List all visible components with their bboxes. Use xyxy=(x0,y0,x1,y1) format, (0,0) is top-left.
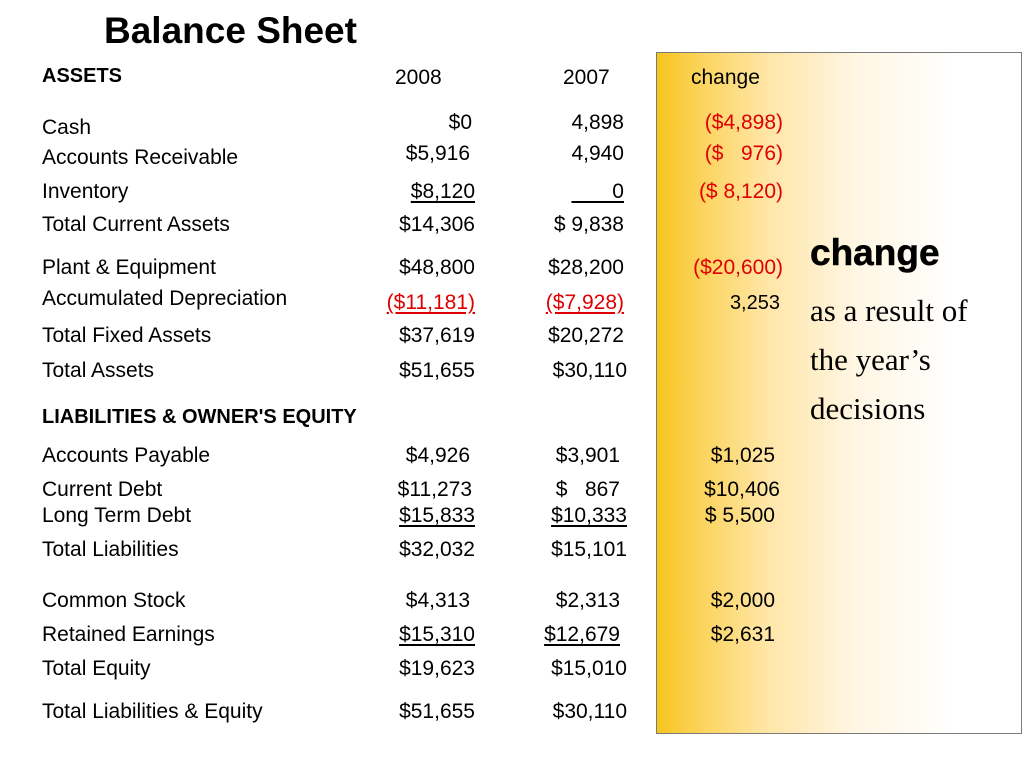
te-2007: $15,010 xyxy=(551,657,627,680)
inventory-change: ($ 8,120) xyxy=(698,180,783,203)
ap-2007: $3,901 xyxy=(555,444,620,467)
row-label-accounts-payable: Accounts Payable xyxy=(42,444,211,467)
ap-2008: $4,926 xyxy=(405,444,470,467)
row-label-long-term-debt: Long Term Debt xyxy=(42,504,192,527)
change-note: as a result of the year’s decisions xyxy=(810,286,1020,433)
ar-2007: 4,940 xyxy=(571,142,624,165)
ad-2007: ($7,928) xyxy=(545,291,624,314)
ad-2008: ($11,181) xyxy=(386,291,475,314)
note-line-1: as a result of xyxy=(810,293,968,328)
ltd-2008: $15,833 xyxy=(399,504,475,527)
row-label-current-debt: Current Debt xyxy=(42,478,163,501)
cd-2008: $11,273 xyxy=(397,478,472,501)
row-label-common-stock: Common Stock xyxy=(42,589,186,612)
row-label-accounts-receivable: Accounts Receivable xyxy=(42,146,239,169)
ltd-2007: $10,333 xyxy=(551,504,627,527)
pe-2008: $48,800 xyxy=(399,256,475,279)
header-change: change xyxy=(691,66,760,89)
row-label-accumulated-depreciation: Accumulated Depreciation xyxy=(42,287,288,310)
ad-change: 3,253 xyxy=(729,292,780,314)
note-line-2: the year’s xyxy=(810,342,931,377)
row-label-plant-equipment: Plant & Equipment xyxy=(42,256,216,279)
inventory-2007: 0 xyxy=(571,180,624,203)
cs-2007: $2,313 xyxy=(555,589,620,612)
cs-2008: $4,313 xyxy=(405,589,470,612)
row-label-total-assets: Total Assets xyxy=(42,359,155,382)
row-label-cash: Cash xyxy=(42,116,92,139)
ta-2007: $30,110 xyxy=(552,359,627,382)
header-2008: 2008 xyxy=(395,66,442,89)
ltd-change: $ 5,500 xyxy=(704,504,775,527)
ta-2008: $51,655 xyxy=(399,359,475,382)
cash-2007: 4,898 xyxy=(571,111,624,134)
row-label-total-fixed-assets: Total Fixed Assets xyxy=(42,324,212,347)
pe-2007: $28,200 xyxy=(548,256,624,279)
pe-change: ($20,600) xyxy=(693,256,783,279)
row-label-total-equity: Total Equity xyxy=(42,657,151,680)
liabilities-equity-heading: LIABILITIES & OWNER'S EQUITY xyxy=(42,406,357,428)
tca-2007: $ 9,838 xyxy=(553,213,624,236)
row-label-total-liabilities: Total Liabilities xyxy=(42,538,179,561)
re-change: $2,631 xyxy=(710,623,775,646)
tl-2008: $32,032 xyxy=(399,538,475,561)
ar-change: ($ 976) xyxy=(704,142,783,165)
assets-heading: ASSETS xyxy=(42,65,123,87)
cs-change: $2,000 xyxy=(710,589,775,612)
te-2008: $19,623 xyxy=(399,657,475,680)
re-2007: $12,679 xyxy=(544,623,620,646)
row-label-total-liabilities-equity: Total Liabilities & Equity xyxy=(42,700,263,723)
tle-2008: $51,655 xyxy=(399,700,475,723)
header-2007: 2007 xyxy=(563,66,610,89)
cash-change: ($4,898) xyxy=(704,111,783,134)
row-label-total-current-assets: Total Current Assets xyxy=(42,213,230,236)
row-label-inventory: Inventory xyxy=(42,180,129,203)
inventory-2008: $8,120 xyxy=(410,180,475,203)
ap-change: $1,025 xyxy=(710,444,775,467)
tca-2008: $14,306 xyxy=(399,213,475,236)
note-line-3: decisions xyxy=(810,391,926,426)
page-title: Balance Sheet xyxy=(104,10,357,51)
tfa-2008: $37,619 xyxy=(399,324,475,347)
re-2008: $15,310 xyxy=(399,623,475,646)
ar-2008: $5,916 xyxy=(405,142,470,165)
cd-2007: $ 867 xyxy=(555,478,620,501)
change-highlight-panel xyxy=(656,52,1022,734)
change-emphasis: change xyxy=(810,232,940,274)
tfa-2007: $20,272 xyxy=(548,324,624,347)
tle-2007: $30,110 xyxy=(552,700,627,723)
cd-change: $10,406 xyxy=(704,478,780,501)
row-label-retained-earnings: Retained Earnings xyxy=(42,623,215,646)
cash-2008: $0 xyxy=(448,111,472,134)
tl-2007: $15,101 xyxy=(551,538,627,561)
